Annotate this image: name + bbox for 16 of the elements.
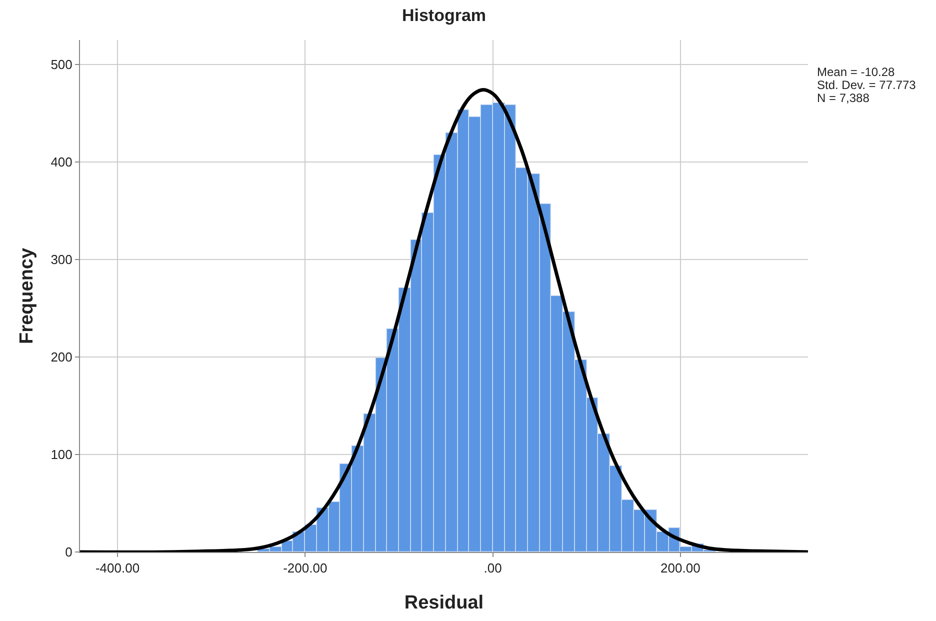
x-tick-label: -200.00 <box>283 560 328 576</box>
y-tick-label: 200 <box>50 350 72 364</box>
text: N = 7,388 <box>817 91 870 105</box>
x-tick-label: .00 <box>484 560 502 576</box>
text: Std. Dev. = 77.773 <box>817 78 916 92</box>
x-axis-title: Residual <box>404 592 484 614</box>
y-tick-label: 500 <box>50 56 72 72</box>
y-tick-label: 100 <box>50 447 72 462</box>
y-tick-label: 400 <box>50 154 72 170</box>
y-tick-label: 300 <box>50 252 72 267</box>
text: Mean = -10.28 <box>817 65 896 79</box>
x-tick-label: -400.00 <box>95 560 140 576</box>
y-tick-label: 0 <box>65 544 72 560</box>
x-tick-label: 200.00 <box>660 560 700 576</box>
chart-title: Histogram <box>402 6 486 26</box>
y-axis-title: Frequency <box>16 248 38 344</box>
